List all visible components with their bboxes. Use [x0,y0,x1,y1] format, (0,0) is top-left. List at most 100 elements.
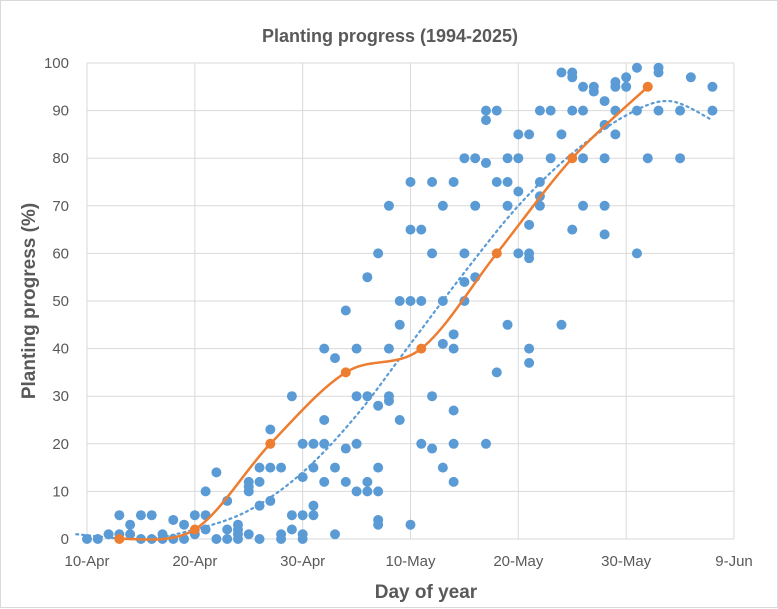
x-tick-label: 10-May [385,553,436,570]
scatter-point [232,534,243,544]
scatter-point [351,438,362,449]
scatter-point [459,276,470,287]
scatter-point [297,438,308,449]
scatter-point [319,476,330,487]
x-tick-label: 20-May [493,553,544,570]
scatter-point [653,67,664,78]
scatter-point [276,462,287,473]
scatter-point [545,105,556,116]
scatter-point [470,200,481,211]
scatter-point [437,200,448,211]
scatter-point [578,105,589,116]
scatter-point [599,153,610,164]
line-marker [265,438,276,449]
scatter-point [502,200,513,211]
scatter-point [416,438,427,449]
scatter-point [610,129,621,140]
scatter-point [200,524,211,535]
scatter-point [556,319,567,330]
scatter-point [373,519,384,530]
line-marker [567,153,578,164]
scatter-point [427,177,438,187]
scatter-point [448,405,459,416]
scatter-point [534,177,545,187]
y-tick-label: 40 [52,341,69,358]
scatter-point [545,153,556,164]
scatter-point [125,529,136,540]
line-marker [642,81,653,92]
scatter-point [394,296,405,306]
chart-title: Planting progress (1994-2025) [262,26,518,46]
scatter-point [556,129,567,140]
scatter-point [502,153,513,164]
scatter-point [631,248,642,259]
scatter-point [707,81,718,92]
x-tick-labels: 10-Apr 20-Apr 30-Apr 10-May 20-May 30-May 9-Ju… [64,553,752,570]
scatter-point [383,200,394,211]
scatter-point [297,510,308,521]
scatter-point [599,229,610,240]
scatter-point [437,338,448,349]
scatter-point [675,105,686,116]
scatter-point [675,153,686,164]
scatter-point [578,153,589,164]
scatter-point [416,296,427,306]
scatter-point [286,510,297,521]
x-tick-label: 20-Apr [172,553,217,570]
scatter-point [340,305,351,316]
scatter-point [524,253,535,264]
scatter-point [491,105,502,116]
scatter-point [265,495,276,506]
scatter-point [405,177,416,187]
scatter-point [534,200,545,211]
scatter-point [599,96,610,107]
scatter-point [480,115,491,126]
scatter-point [621,81,632,92]
scatter-point [200,486,211,497]
x-tick-label: 9-Jun [715,553,753,570]
scatter-point [308,510,319,521]
scatter-point [642,153,653,164]
scatter-point [383,343,394,354]
scatter-point [524,357,535,368]
scatter-point [286,524,297,535]
line-marker [416,343,427,354]
scatter-point [330,353,341,364]
scatter-point [254,476,265,487]
scatter-point [427,443,438,454]
line-marker [491,248,502,259]
scatter-point [373,400,384,411]
scatter-point [459,153,470,164]
scatter-point [373,248,384,259]
y-tick-labels: 0 10 20 30 40 50 60 70 80 90 100 [44,55,69,548]
scatter-point [578,200,589,211]
scatter-point [480,157,491,168]
scatter-point [179,519,190,530]
scatter-point [103,529,114,540]
scatter-point [394,415,405,425]
scatter-point [405,224,416,235]
scatter-point [459,248,470,259]
scatter-point [524,219,535,230]
scatter-point [319,415,330,425]
scatter-point [631,62,642,73]
scatter-point [534,105,545,116]
scatter-point [653,105,664,116]
line-marker [114,534,125,544]
x-axis-label: Day of year [375,582,478,603]
scatter-point [383,395,394,406]
scatter-point [470,153,481,164]
scatter-point [330,529,341,540]
scatter-point [189,510,200,521]
scatter-point [491,367,502,378]
scatter-point [340,443,351,454]
y-tick-label: 20 [52,436,69,453]
scatter-point [631,105,642,116]
scatter-point [362,476,373,487]
scatter-point [448,343,459,354]
scatter-point [427,391,438,402]
scatter-point [265,424,276,435]
scatter-point [319,438,330,449]
y-tick-label: 70 [52,198,69,215]
